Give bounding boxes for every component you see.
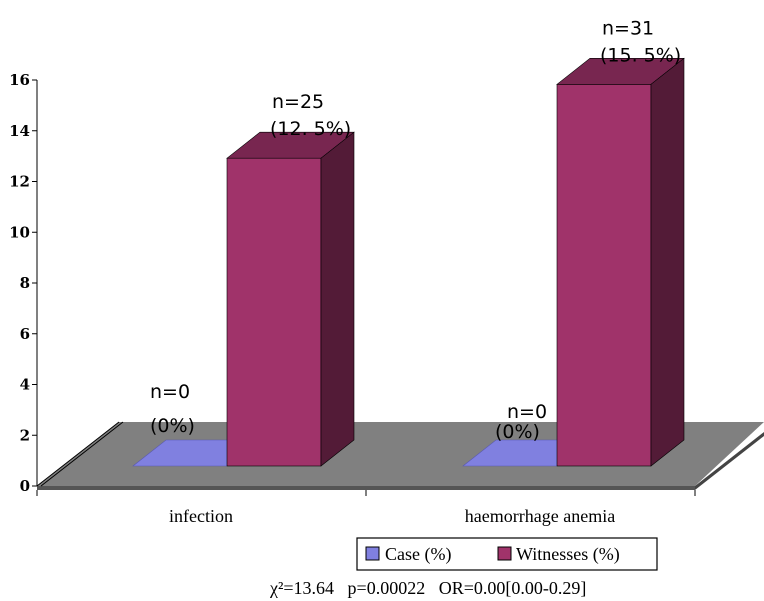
stats-line: χ²=13.64 p=0.00022 OR=0.00[0.00-0.29] [269,578,586,598]
bar-side [650,57,685,467]
legend: Case (%) Witnesses (%) [356,537,658,571]
legend-label-witnesses: Witnesses (%) [516,544,620,565]
legend-swatch-case [365,546,380,561]
bar-witnesses-haemorrhage [556,57,685,467]
data-label-pct: (12. 5%) [270,118,351,140]
y-tick-label: 6 [20,325,30,343]
floor-side-edge [695,432,764,490]
data-label-pct: (15. 5%) [600,44,681,66]
bar-witnesses-infection [226,131,355,467]
legend-swatch-witnesses [497,546,512,561]
y-tick-label: 0 [20,477,30,495]
data-label-n: n=25 [272,91,324,113]
data-label-n: n=31 [602,17,654,39]
bar-front [226,157,322,467]
category-labels: infection haemorrhage anemia [169,506,615,526]
legend-label-case: Case (%) [385,544,451,565]
y-tick-label: 14 [9,122,30,140]
data-label-pct: (0%) [495,421,540,443]
x-category-label: haemorrhage anemia [465,506,615,526]
y-tick-label: 2 [20,426,30,444]
x-category-label: infection [169,506,233,526]
bars [132,57,685,467]
bar-side [320,131,355,467]
data-labels: n=0(0%)n=25(12. 5%)n=0(0%)n=31(15. 5%) [150,17,681,443]
bar-front [556,84,652,467]
back-wall-edge-2 [40,421,124,487]
y-tick-label: 12 [9,173,30,191]
y-axis: 0 2 4 6 8 10 12 14 16 [9,71,696,496]
y-tick-label: 4 [20,376,30,394]
y-tick-label: 16 [9,71,30,89]
data-label-n: n=0 [507,401,547,423]
y-tick-label: 10 [9,223,30,241]
back-wall-edge [36,421,120,487]
data-label-n: n=0 [150,381,190,403]
y-tick-label: 8 [20,274,30,292]
floor-front-edge [37,486,695,490]
data-label-pct: (0%) [150,415,195,437]
